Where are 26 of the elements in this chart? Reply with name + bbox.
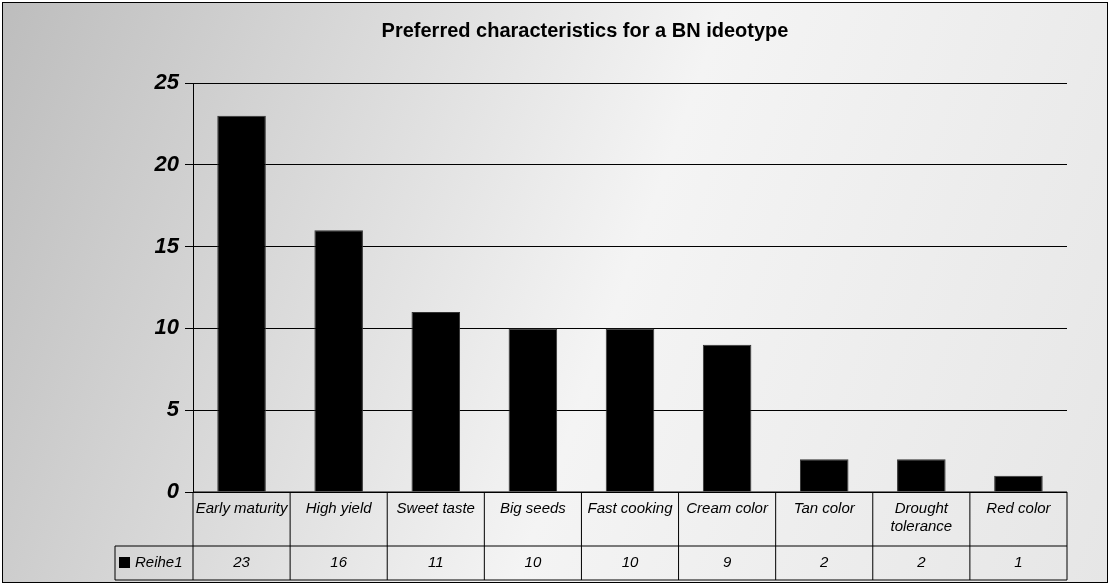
data-label: 10 [621,553,639,571]
data-label: 1 [1014,553,1023,571]
data-label: 10 [524,553,542,571]
x-tick-label: Big seeds [499,499,567,517]
x-tick-label: High yield [305,499,373,517]
x-tick-label: Red color [986,499,1052,517]
data-label: 2 [916,553,927,571]
x-tick-label: Fast cooking [587,499,674,517]
y-tick-label: 0 [166,478,180,504]
legend-label: Reihe1 [135,553,183,571]
y-tick-label: 5 [166,396,180,422]
x-tick-label: Drought tolerance [890,499,953,535]
y-tick-label: 20 [153,150,180,176]
x-tick-label: Tan color [793,499,856,517]
data-label: 9 [722,553,732,571]
y-tick-label: 15 [154,232,180,258]
data-label: 23 [232,553,251,571]
x-tick-label: Sweet taste [396,499,475,517]
y-tick-label: 10 [154,314,180,340]
data-label: 16 [330,553,348,571]
y-tick-label: 25 [153,69,180,95]
x-tick-label: Cream color [686,499,769,517]
data-label: 2 [819,553,830,571]
chart-title: Preferred characteristics for a BN ideotype [381,18,789,41]
data-label: 11 [427,553,444,571]
x-tick-label: Early maturity [195,499,289,517]
